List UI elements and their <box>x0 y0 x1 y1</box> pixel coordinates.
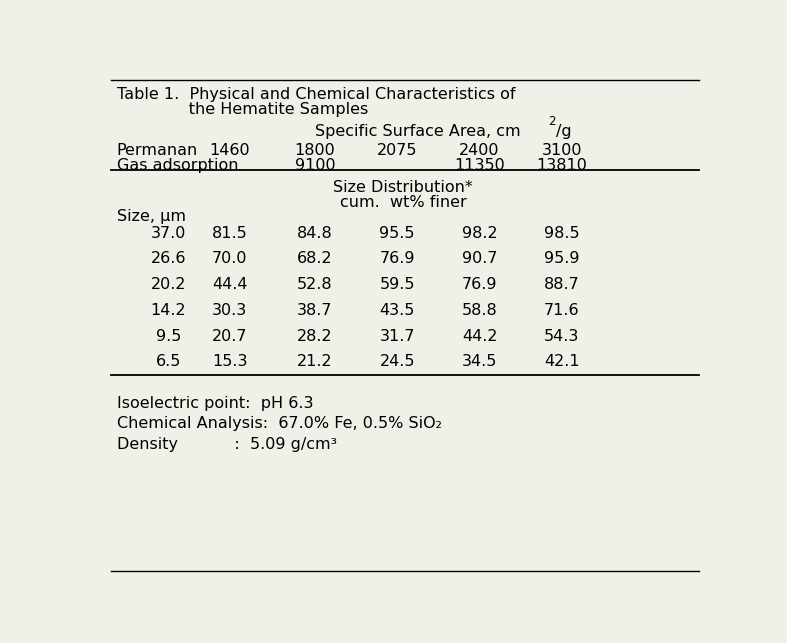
Text: Specific Surface Area, cm: Specific Surface Area, cm <box>315 124 520 139</box>
Text: 2: 2 <box>548 115 556 129</box>
Text: 31.7: 31.7 <box>379 329 415 343</box>
Text: 44.2: 44.2 <box>462 329 497 343</box>
Text: 95.5: 95.5 <box>379 226 415 240</box>
Text: 9100: 9100 <box>294 158 335 174</box>
Text: 98.2: 98.2 <box>462 226 497 240</box>
Text: 28.2: 28.2 <box>297 329 333 343</box>
Text: Gas adsorption: Gas adsorption <box>116 158 238 174</box>
Text: Size Distribution*: Size Distribution* <box>334 179 473 195</box>
Text: 1460: 1460 <box>209 143 249 158</box>
Text: 1800: 1800 <box>294 143 335 158</box>
Text: Size, μm: Size, μm <box>116 210 186 224</box>
Text: 70.0: 70.0 <box>212 251 247 266</box>
Text: 9.5: 9.5 <box>156 329 181 343</box>
Text: /g: /g <box>556 124 571 139</box>
Text: 76.9: 76.9 <box>462 277 497 292</box>
Text: 90.7: 90.7 <box>462 251 497 266</box>
Text: 34.5: 34.5 <box>462 354 497 370</box>
Text: Isoelectric point:  pH 6.3: Isoelectric point: pH 6.3 <box>116 396 313 411</box>
Text: 44.4: 44.4 <box>212 277 247 292</box>
Text: 88.7: 88.7 <box>544 277 580 292</box>
Text: cum.  wt% finer: cum. wt% finer <box>340 194 467 210</box>
Text: 14.2: 14.2 <box>150 303 187 318</box>
Text: 71.6: 71.6 <box>544 303 580 318</box>
Text: 3100: 3100 <box>541 143 582 158</box>
Text: 43.5: 43.5 <box>379 303 415 318</box>
Text: 38.7: 38.7 <box>297 303 333 318</box>
Text: 95.9: 95.9 <box>544 251 580 266</box>
Text: 84.8: 84.8 <box>297 226 333 240</box>
Text: 58.8: 58.8 <box>462 303 497 318</box>
Text: 81.5: 81.5 <box>212 226 247 240</box>
Text: 30.3: 30.3 <box>212 303 247 318</box>
Text: 2400: 2400 <box>460 143 500 158</box>
Text: 24.5: 24.5 <box>379 354 415 370</box>
Text: 2075: 2075 <box>377 143 417 158</box>
Text: 15.3: 15.3 <box>212 354 247 370</box>
Text: 68.2: 68.2 <box>297 251 333 266</box>
Text: 42.1: 42.1 <box>544 354 580 370</box>
Text: 13810: 13810 <box>537 158 587 174</box>
Text: 6.5: 6.5 <box>156 354 181 370</box>
Text: 59.5: 59.5 <box>379 277 415 292</box>
Text: Permanan: Permanan <box>116 143 198 158</box>
Text: 52.8: 52.8 <box>297 277 333 292</box>
Text: the Hematite Samples: the Hematite Samples <box>116 102 368 117</box>
Text: 37.0: 37.0 <box>151 226 187 240</box>
Text: Chemical Analysis:  67.0% Fe, 0.5% SiO₂: Chemical Analysis: 67.0% Fe, 0.5% SiO₂ <box>116 416 442 431</box>
Text: 54.3: 54.3 <box>545 329 579 343</box>
Text: 20.2: 20.2 <box>151 277 187 292</box>
Text: 76.9: 76.9 <box>379 251 415 266</box>
Text: 26.6: 26.6 <box>151 251 187 266</box>
Text: 98.5: 98.5 <box>544 226 580 240</box>
Text: Table 1.  Physical and Chemical Characteristics of: Table 1. Physical and Chemical Character… <box>116 87 515 102</box>
Text: 20.7: 20.7 <box>212 329 247 343</box>
Text: 11350: 11350 <box>454 158 505 174</box>
Text: Density           :  5.09 g/cm³: Density : 5.09 g/cm³ <box>116 437 337 451</box>
Text: 21.2: 21.2 <box>297 354 333 370</box>
